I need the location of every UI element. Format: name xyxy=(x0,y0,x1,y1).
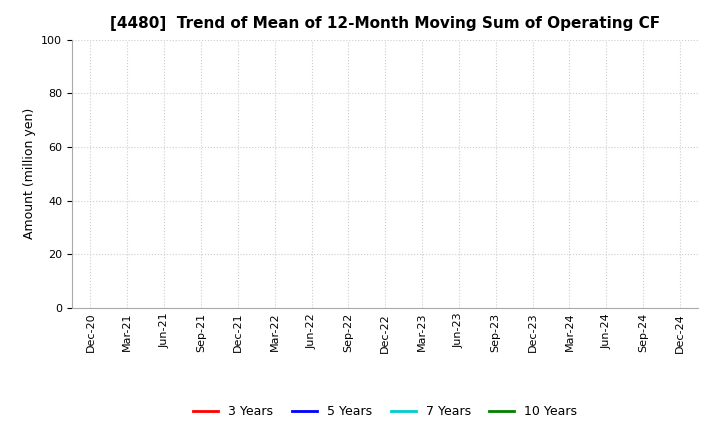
Legend: 3 Years, 5 Years, 7 Years, 10 Years: 3 Years, 5 Years, 7 Years, 10 Years xyxy=(188,400,582,423)
Title: [4480]  Trend of Mean of 12-Month Moving Sum of Operating CF: [4480] Trend of Mean of 12-Month Moving … xyxy=(110,16,660,32)
Y-axis label: Amount (million yen): Amount (million yen) xyxy=(23,108,36,239)
